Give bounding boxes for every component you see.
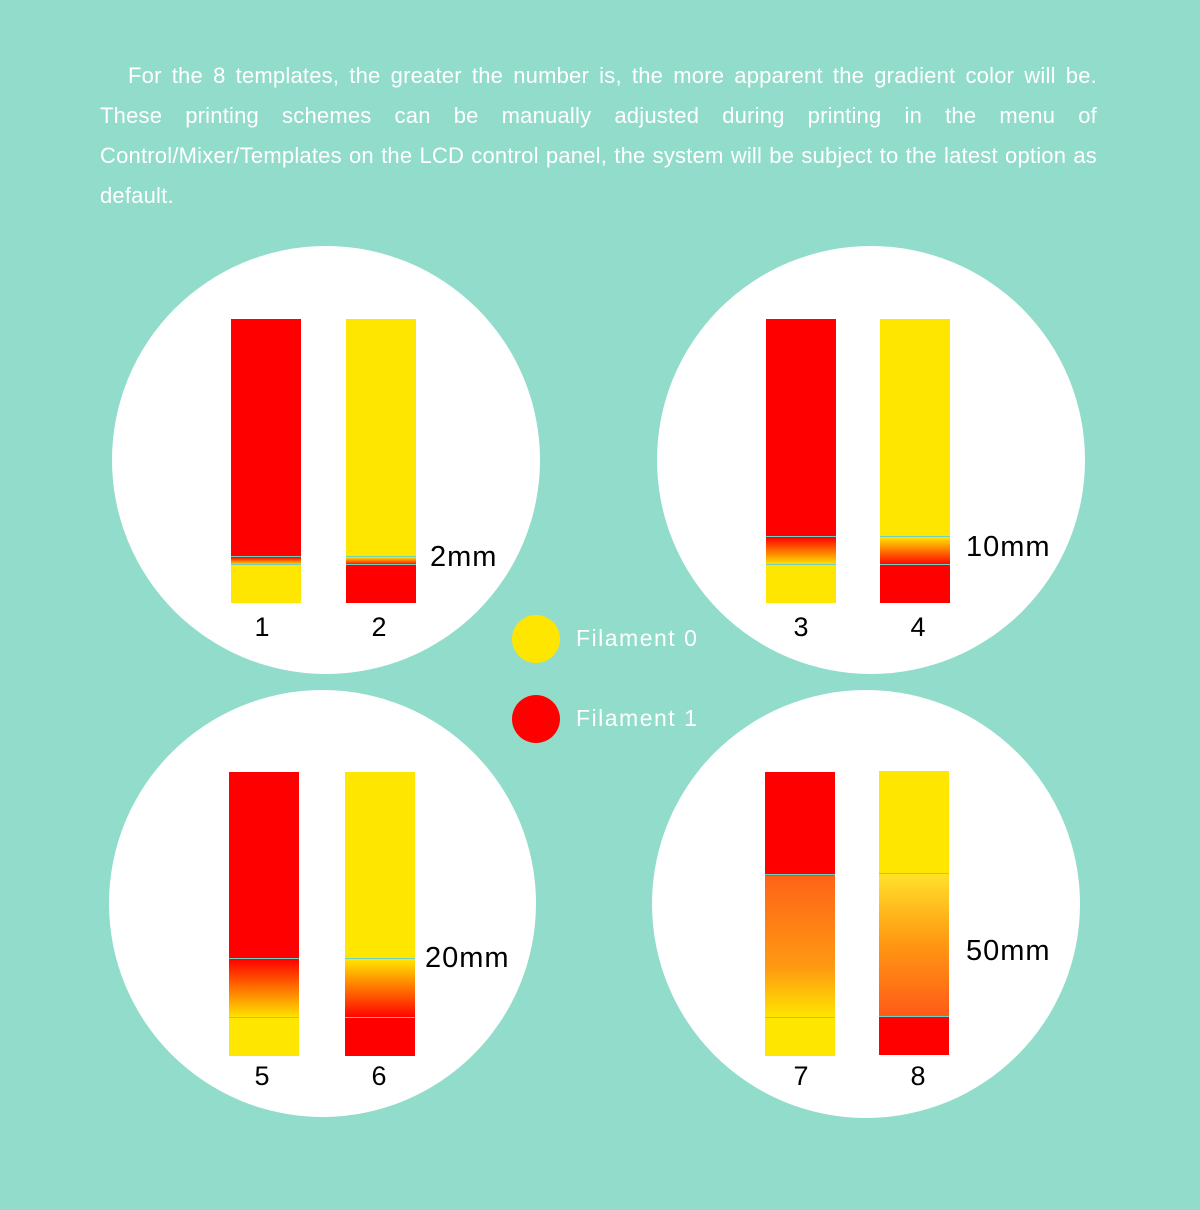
filament-1-swatch — [512, 695, 560, 743]
template-group-10mm — [657, 246, 1085, 674]
template-bar-6 — [345, 772, 415, 1056]
transition-label-20mm: 20mm — [425, 942, 510, 974]
template-bar-3 — [766, 319, 836, 603]
template-number-2: 2 — [371, 612, 387, 642]
template-number-7: 7 — [793, 1061, 809, 1091]
template-number-4: 4 — [910, 612, 926, 642]
template-group-2mm — [112, 246, 540, 674]
template-group-20mm — [109, 690, 536, 1117]
template-number-6: 6 — [371, 1061, 387, 1091]
template-bar-1 — [231, 319, 301, 603]
template-bar-2 — [346, 319, 416, 603]
template-number-1: 1 — [254, 612, 270, 642]
intro-paragraph: For the 8 templates, the greater the num… — [100, 63, 1097, 208]
template-number-5: 5 — [254, 1061, 270, 1091]
transition-label-2mm: 2mm — [430, 541, 498, 573]
filament-0-swatch — [512, 615, 560, 663]
template-bar-5 — [229, 772, 299, 1056]
filament-1-label: Filament 1 — [576, 705, 699, 731]
template-bar-7 — [765, 772, 835, 1056]
template-group-50mm — [652, 690, 1080, 1118]
template-bar-8 — [879, 771, 949, 1055]
template-number-3: 3 — [793, 612, 809, 642]
template-bar-4 — [880, 319, 950, 603]
transition-label-50mm: 50mm — [966, 935, 1051, 967]
template-number-8: 8 — [910, 1061, 926, 1091]
transition-label-10mm: 10mm — [966, 531, 1051, 563]
filament-0-label: Filament 0 — [576, 625, 699, 651]
